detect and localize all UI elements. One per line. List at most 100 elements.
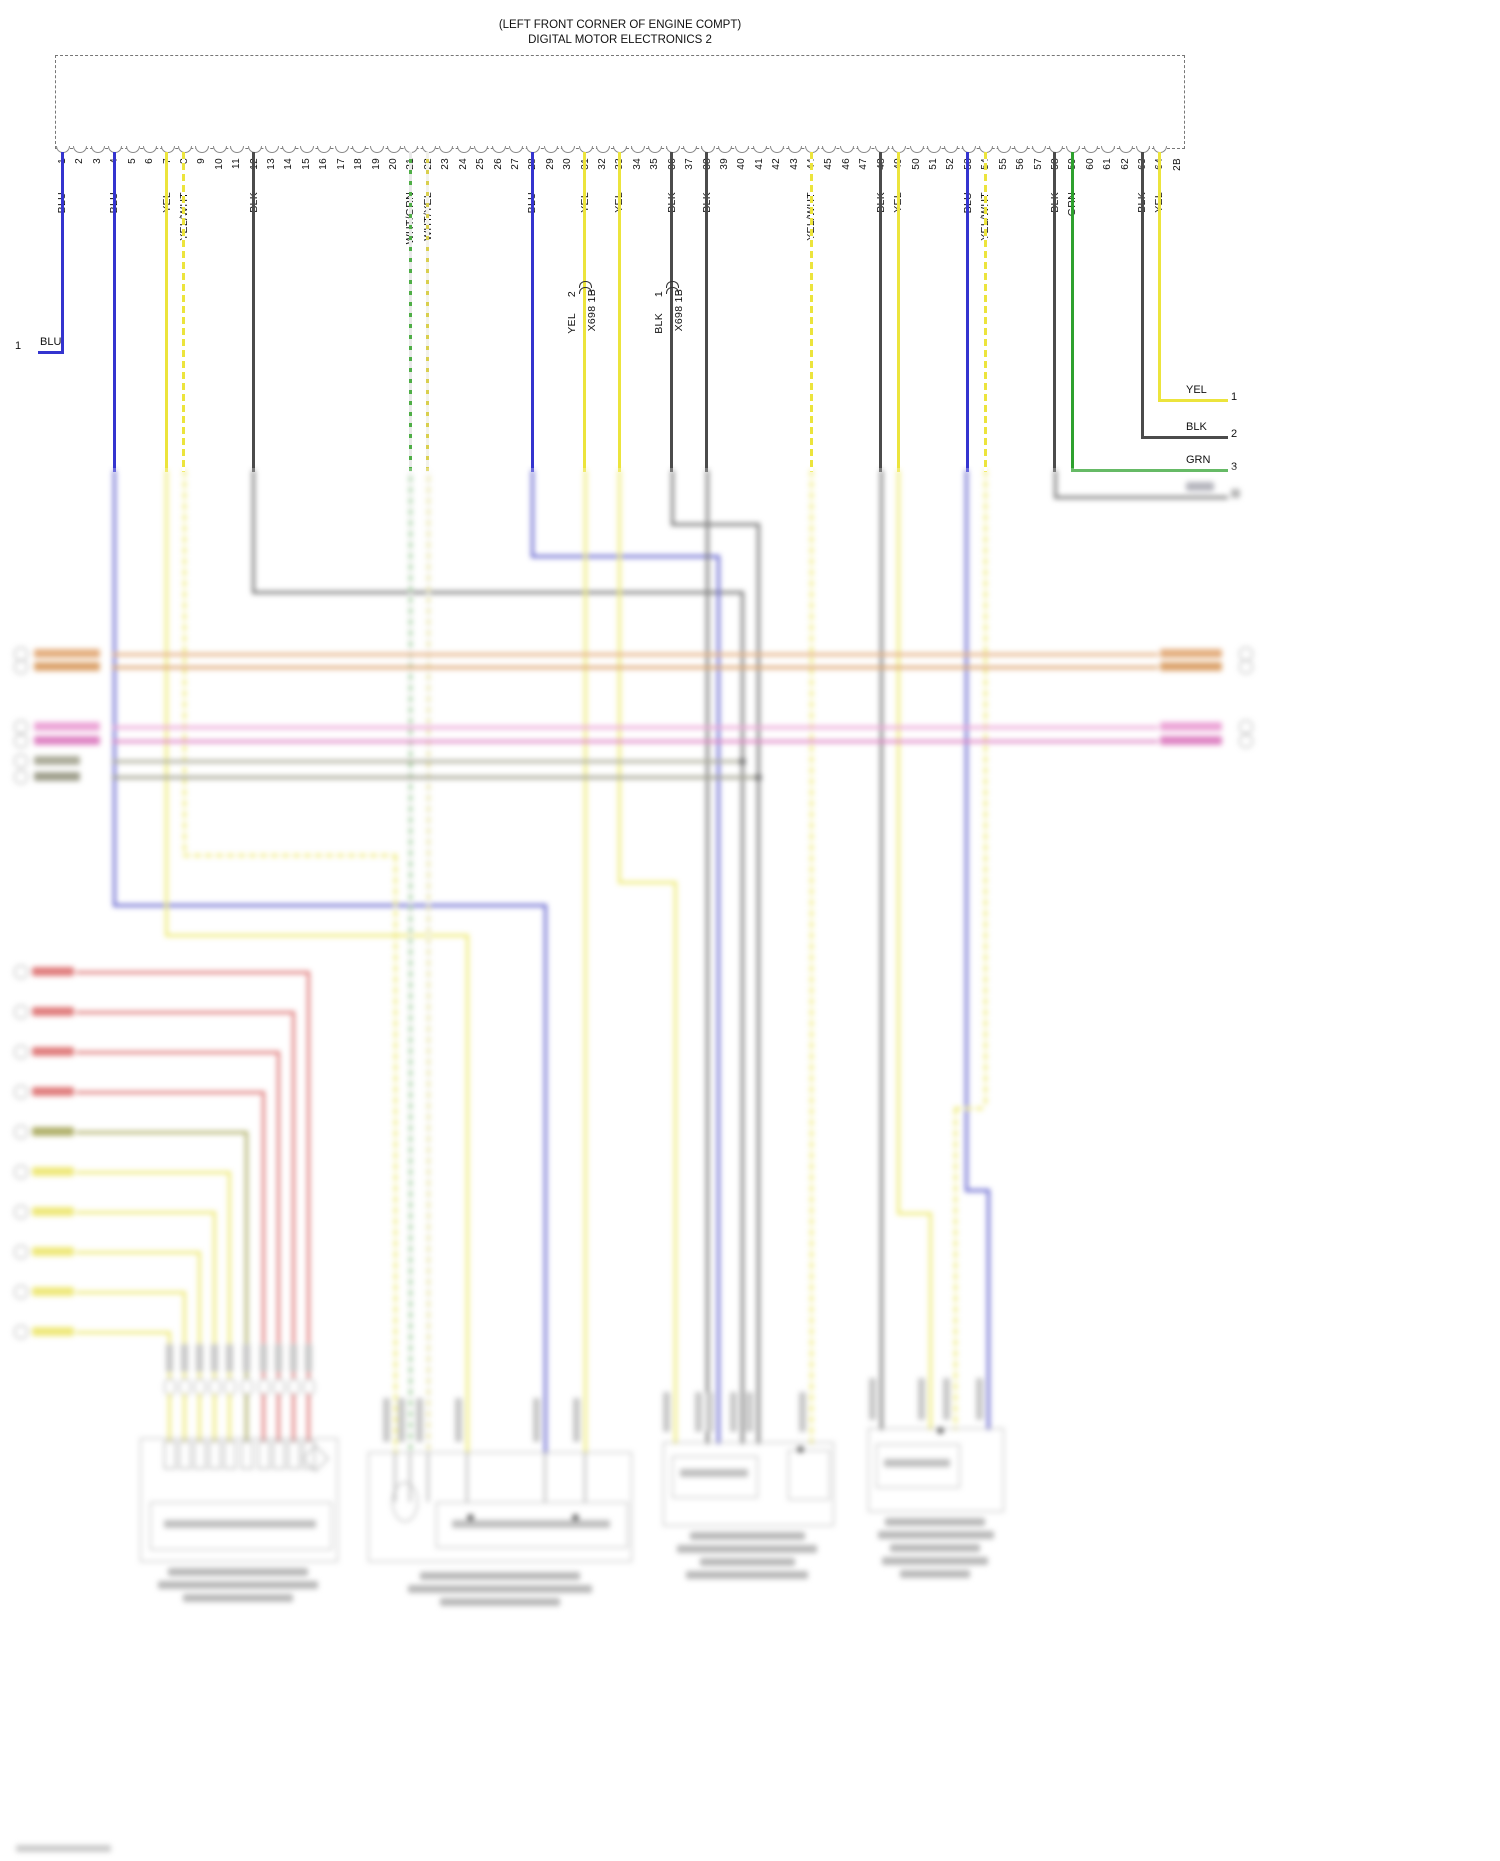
blurred-text <box>183 1594 293 1602</box>
blurred-rotated-label <box>196 1344 203 1372</box>
blurred-text <box>1160 722 1222 731</box>
component-box-2 <box>368 1452 632 1562</box>
blurred-text <box>690 1532 805 1540</box>
pin-cavity <box>735 146 750 153</box>
branch-wire <box>212 1394 216 1442</box>
pin-number-25: 25 <box>475 158 487 170</box>
pin-number-42: 42 <box>771 158 783 170</box>
pin-cavity <box>265 146 280 153</box>
branch-wire <box>291 1394 295 1442</box>
branch-wire <box>167 1394 171 1442</box>
component-pin <box>288 1441 300 1469</box>
blurred-text <box>32 1207 74 1216</box>
wire-segment <box>182 853 397 857</box>
branch-wire <box>76 1290 186 1294</box>
component-pin <box>303 1441 315 1469</box>
wire-segment <box>716 556 720 1444</box>
wire-segment <box>164 933 469 937</box>
pin-cavity <box>386 146 401 153</box>
pin-cavity <box>822 146 837 153</box>
branch-wire <box>76 1170 231 1174</box>
bus-wire <box>112 725 1158 729</box>
pin-cavity <box>491 146 506 153</box>
blurred-rotated-label <box>799 1392 806 1432</box>
branch-wire <box>276 1394 280 1442</box>
component-inner-box <box>672 1456 758 1498</box>
pin-number-17: 17 <box>335 158 347 170</box>
pin-number-46: 46 <box>840 158 852 170</box>
junction-dot <box>466 1513 474 1521</box>
blurred-text <box>686 1571 808 1579</box>
diagram-title-name: DIGITAL MOTOR ELECTRONICS 2 <box>528 34 712 46</box>
component-stub <box>427 1452 429 1502</box>
component-pin <box>179 1441 191 1469</box>
inline-connector-terminal: 2 <box>565 291 578 298</box>
pin-number-9: 9 <box>196 158 208 164</box>
component-stub <box>466 1452 468 1502</box>
wire-pin-8 <box>182 152 186 472</box>
terminal-circle <box>1239 720 1253 734</box>
pin-number-15: 15 <box>300 158 312 170</box>
wire-segment <box>112 903 547 907</box>
pin-number-30: 30 <box>562 158 574 170</box>
wire-pin-38 <box>705 152 709 472</box>
terminal-circle <box>1239 734 1253 748</box>
pin-cavity <box>299 146 314 153</box>
blurred-rotated-label <box>695 1392 702 1432</box>
component-pin <box>241 1441 253 1469</box>
pin-cavity <box>508 146 523 153</box>
pin-number-34: 34 <box>631 158 643 170</box>
junction-dot <box>571 1513 579 1521</box>
wire-segment <box>1053 495 1228 499</box>
branch-wire <box>306 972 310 1380</box>
wire-pin-48 <box>879 152 883 472</box>
inline-connector-wire-color: BLK <box>652 313 665 334</box>
wire-segment <box>530 470 534 557</box>
terminal-circle <box>14 734 28 748</box>
terminal-circle <box>14 1045 28 1059</box>
pin-cavity <box>439 146 454 153</box>
wire-pin-36 <box>670 152 674 472</box>
wire-segment <box>393 855 397 1454</box>
diagram-title-location: (LEFT FRONT CORNER OF ENGINE COMPT) <box>498 19 742 31</box>
pin-cavity <box>352 146 367 153</box>
right-terminal-wire-label-3: GRN <box>1186 454 1211 466</box>
pin-number-55: 55 <box>997 158 1009 170</box>
blurred-rotated-label <box>260 1344 267 1372</box>
pin-number-61: 61 <box>1102 158 1114 170</box>
pin-cavity <box>334 146 349 153</box>
blurred-text <box>420 1572 580 1580</box>
blurred-rotated-label <box>275 1344 282 1372</box>
pin-cavity <box>787 146 802 153</box>
wire-segment <box>670 522 760 526</box>
blurred-text <box>882 1557 988 1565</box>
wire-pin-22 <box>426 152 430 472</box>
pin-cavity <box>1014 146 1029 153</box>
blurred-text <box>32 1167 74 1176</box>
blurred-text <box>32 1247 74 1256</box>
blurred-rotated-label <box>918 1378 925 1420</box>
blurred-rotated-label <box>663 1392 670 1432</box>
component-pin <box>194 1441 206 1469</box>
pin-cavity <box>648 146 663 153</box>
terminal-circle <box>14 1165 28 1179</box>
branch-wire <box>276 1052 280 1380</box>
terminal-circle <box>14 1085 28 1099</box>
wire-segment <box>617 470 621 883</box>
pin-cavity <box>770 146 785 153</box>
pin-cavity <box>630 146 645 153</box>
wire-segment <box>964 1188 990 1192</box>
junction-dot <box>796 1445 804 1453</box>
wire-segment <box>251 590 744 594</box>
pin-number-35: 35 <box>649 158 661 170</box>
inline-connector-symbol <box>579 287 593 294</box>
pin-number-16: 16 <box>318 158 330 170</box>
blurred-text <box>34 662 100 671</box>
pin-cavity <box>683 146 698 153</box>
terminal-circle <box>1239 660 1253 674</box>
branch-wire <box>76 1090 265 1094</box>
blurred-text <box>408 1585 592 1593</box>
pin-number-47: 47 <box>858 158 870 170</box>
